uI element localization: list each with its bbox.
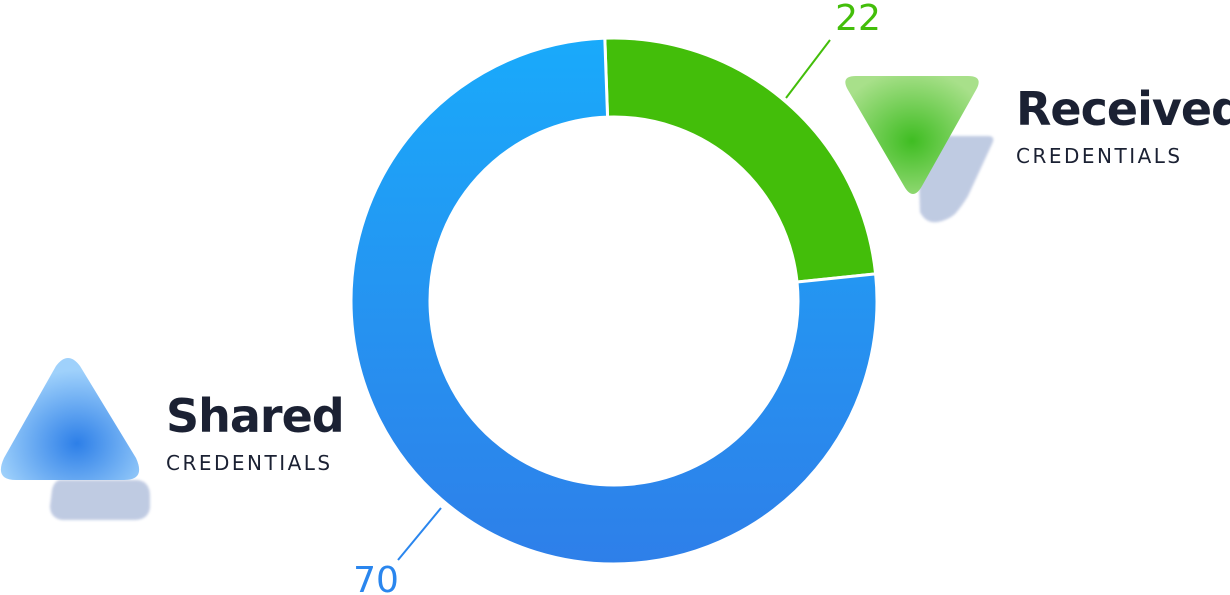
leader-lines bbox=[397, 39, 831, 561]
triangle-up-icon bbox=[0, 358, 150, 520]
legend-shared: Shared CREDENTIALS bbox=[166, 389, 345, 475]
legend-received-title: Received bbox=[1016, 82, 1230, 136]
leader-line-shared bbox=[397, 507, 442, 561]
legend-shared-title: Shared bbox=[166, 389, 345, 443]
leader-line-received bbox=[785, 39, 831, 99]
triangle-down-icon bbox=[845, 76, 994, 223]
legend-received: Received CREDENTIALS bbox=[1016, 86, 1230, 166]
donut bbox=[349, 36, 879, 566]
donut-slice-received bbox=[603, 36, 878, 284]
legend-shared-subtitle: CREDENTIALS bbox=[166, 451, 333, 475]
legend-received-subtitle: CREDENTIALS bbox=[1016, 144, 1183, 168]
value-label-shared: 70 bbox=[353, 560, 399, 595]
value-label-received: 22 bbox=[835, 0, 881, 39]
donut-slice-shared bbox=[349, 36, 879, 566]
value-labels: 22 70 bbox=[353, 0, 881, 595]
